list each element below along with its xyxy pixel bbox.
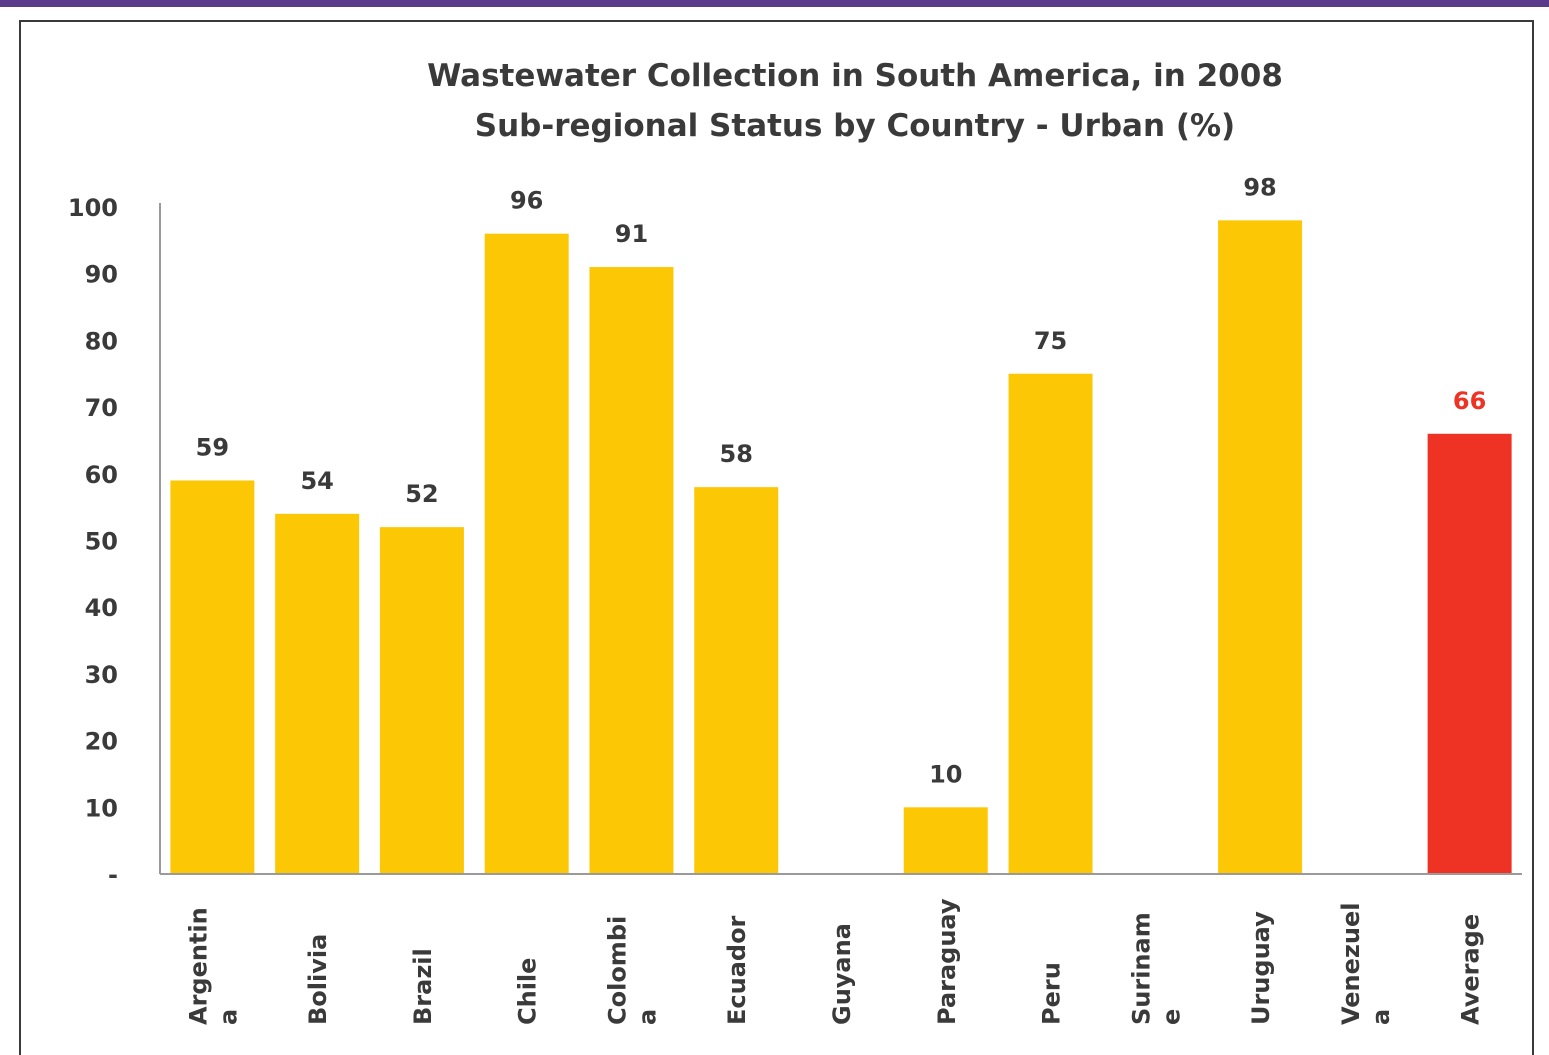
bar [379,527,464,874]
y-tick-label: 80 [85,327,118,355]
bars [170,220,1512,875]
x-tick-label-line: Venezuel [1337,903,1365,1025]
y-tick-label: 30 [85,661,118,689]
chart-title: Wastewater Collection in South America, … [427,58,1283,94]
x-tick-label: Brazil [409,948,437,1025]
data-label: 98 [1243,173,1276,201]
chart-subtitle: Sub-regional Status by Country - Urban (… [475,108,1235,144]
x-tick-label-line: a [633,1009,661,1025]
data-label: 75 [1034,327,1067,355]
x-tick-label: Uruguay [1247,911,1275,1025]
x-tick-label: Peru [1038,962,1066,1025]
x-axis: Argentin a Bolivia Brazil Chile Colombi a Ecuad… [160,873,1522,1025]
x-tick-label-line: Argentin [184,907,212,1025]
x-tick-label: Guyana [828,923,856,1025]
data-label: 54 [300,467,333,495]
y-axis: - 10 20 30 40 50 60 70 80 90 100 [68,194,161,889]
data-label: 66 [1453,387,1486,415]
bar [484,233,569,874]
x-tick-label: Average [1457,914,1485,1025]
x-tick-label-line: Average [1457,914,1485,1025]
bar [170,480,255,874]
y-tick-label: 90 [85,261,118,289]
x-tick-label-line: Guyana [828,923,856,1025]
bar [275,513,360,874]
data-label: 52 [405,480,438,508]
bar [903,807,988,874]
y-tick-label: - [108,861,118,889]
x-tick-label-line: Ecuador [723,915,751,1025]
x-tick-label: Paraguay [933,898,961,1025]
data-label: 91 [615,220,648,248]
x-tick-label-line: a [1367,1009,1395,1025]
top-border-bar [0,0,1549,7]
x-tick-label: Colombi a [603,916,661,1025]
x-tick-label: Chile [514,958,542,1025]
x-tick-label: Venezuel a [1337,903,1395,1025]
x-tick-label-line: a [214,1009,242,1025]
bar [694,487,779,874]
data-label: 59 [196,433,229,461]
x-tick-label-line: Colombi [603,916,631,1025]
data-label: 58 [720,440,753,468]
bar [1427,433,1512,874]
x-tick-label-line: e [1157,1009,1185,1025]
x-tick-label-line: Surinam [1127,912,1155,1025]
data-label: 10 [929,760,962,788]
x-tick-label: Bolivia [304,934,332,1025]
value-labels: 59 54 52 96 91 58 10 75 98 66 [196,173,1487,788]
bar [1008,373,1093,874]
x-tick-label-line: Uruguay [1247,911,1275,1025]
x-tick-label-line: Chile [514,958,542,1025]
y-tick-label: 20 [85,728,118,756]
x-tick-label: Surinam e [1127,912,1185,1025]
y-tick-label: 100 [68,194,118,222]
x-tick-label-line: Brazil [409,948,437,1025]
x-tick-label: Ecuador [723,915,751,1025]
x-tick-label: Argentin a [184,907,242,1025]
bar [589,267,674,874]
y-tick-label: 50 [85,528,118,556]
data-label: 96 [510,187,543,215]
x-tick-label-line: Paraguay [933,898,961,1025]
x-tick-label-line: Bolivia [304,934,332,1025]
y-tick-label: 10 [85,794,118,822]
y-tick-label: 40 [85,594,118,622]
y-tick-label: 70 [85,394,118,422]
bar [1218,220,1303,875]
y-tick-label: 60 [85,461,118,489]
x-tick-label-line: Peru [1038,962,1066,1025]
